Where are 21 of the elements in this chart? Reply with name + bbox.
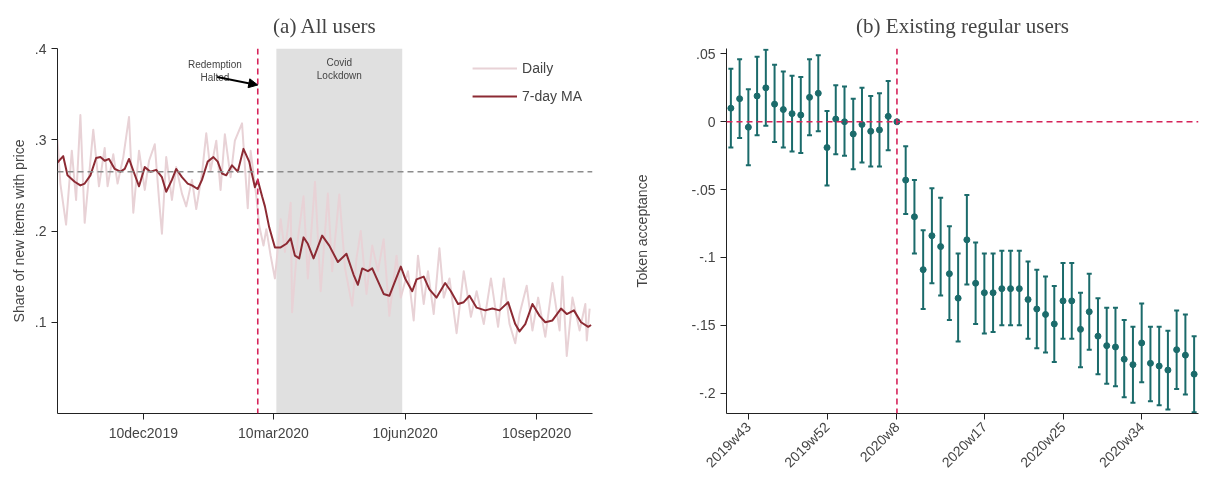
x-tick-label: 10dec2019 [108, 424, 179, 441]
y-axis-title: Share of new items with price [10, 139, 27, 323]
x-tick-label: 10jun2020 [372, 424, 439, 441]
x-tick-label: 10sep2020 [502, 424, 572, 441]
legend-label: 7-day MA [522, 88, 582, 104]
y-axis-title: Token acceptance [634, 174, 651, 288]
band-label: Covid Lockdown [316, 56, 362, 81]
chart-title: (b) Existing regular users [856, 13, 1069, 38]
y-tick-label: .2 [34, 223, 47, 239]
x-tick-label: 10mar2020 [238, 424, 310, 441]
legend-label: Daily [522, 60, 554, 76]
chart-title: (a) All users [273, 13, 376, 38]
y-tick-label: .3 [34, 131, 47, 148]
y-tick-label: -.15 [691, 317, 716, 334]
y-tick-label: -.05 [691, 181, 716, 198]
y-tick-label: .1 [34, 314, 47, 331]
y-tick-label: .05 [696, 45, 716, 62]
y-tick-label: -.2 [699, 385, 716, 402]
y-tick-label: 0 [707, 113, 716, 130]
y-tick-label: -.1 [699, 249, 716, 266]
y-tick-label: .4 [34, 40, 47, 57]
